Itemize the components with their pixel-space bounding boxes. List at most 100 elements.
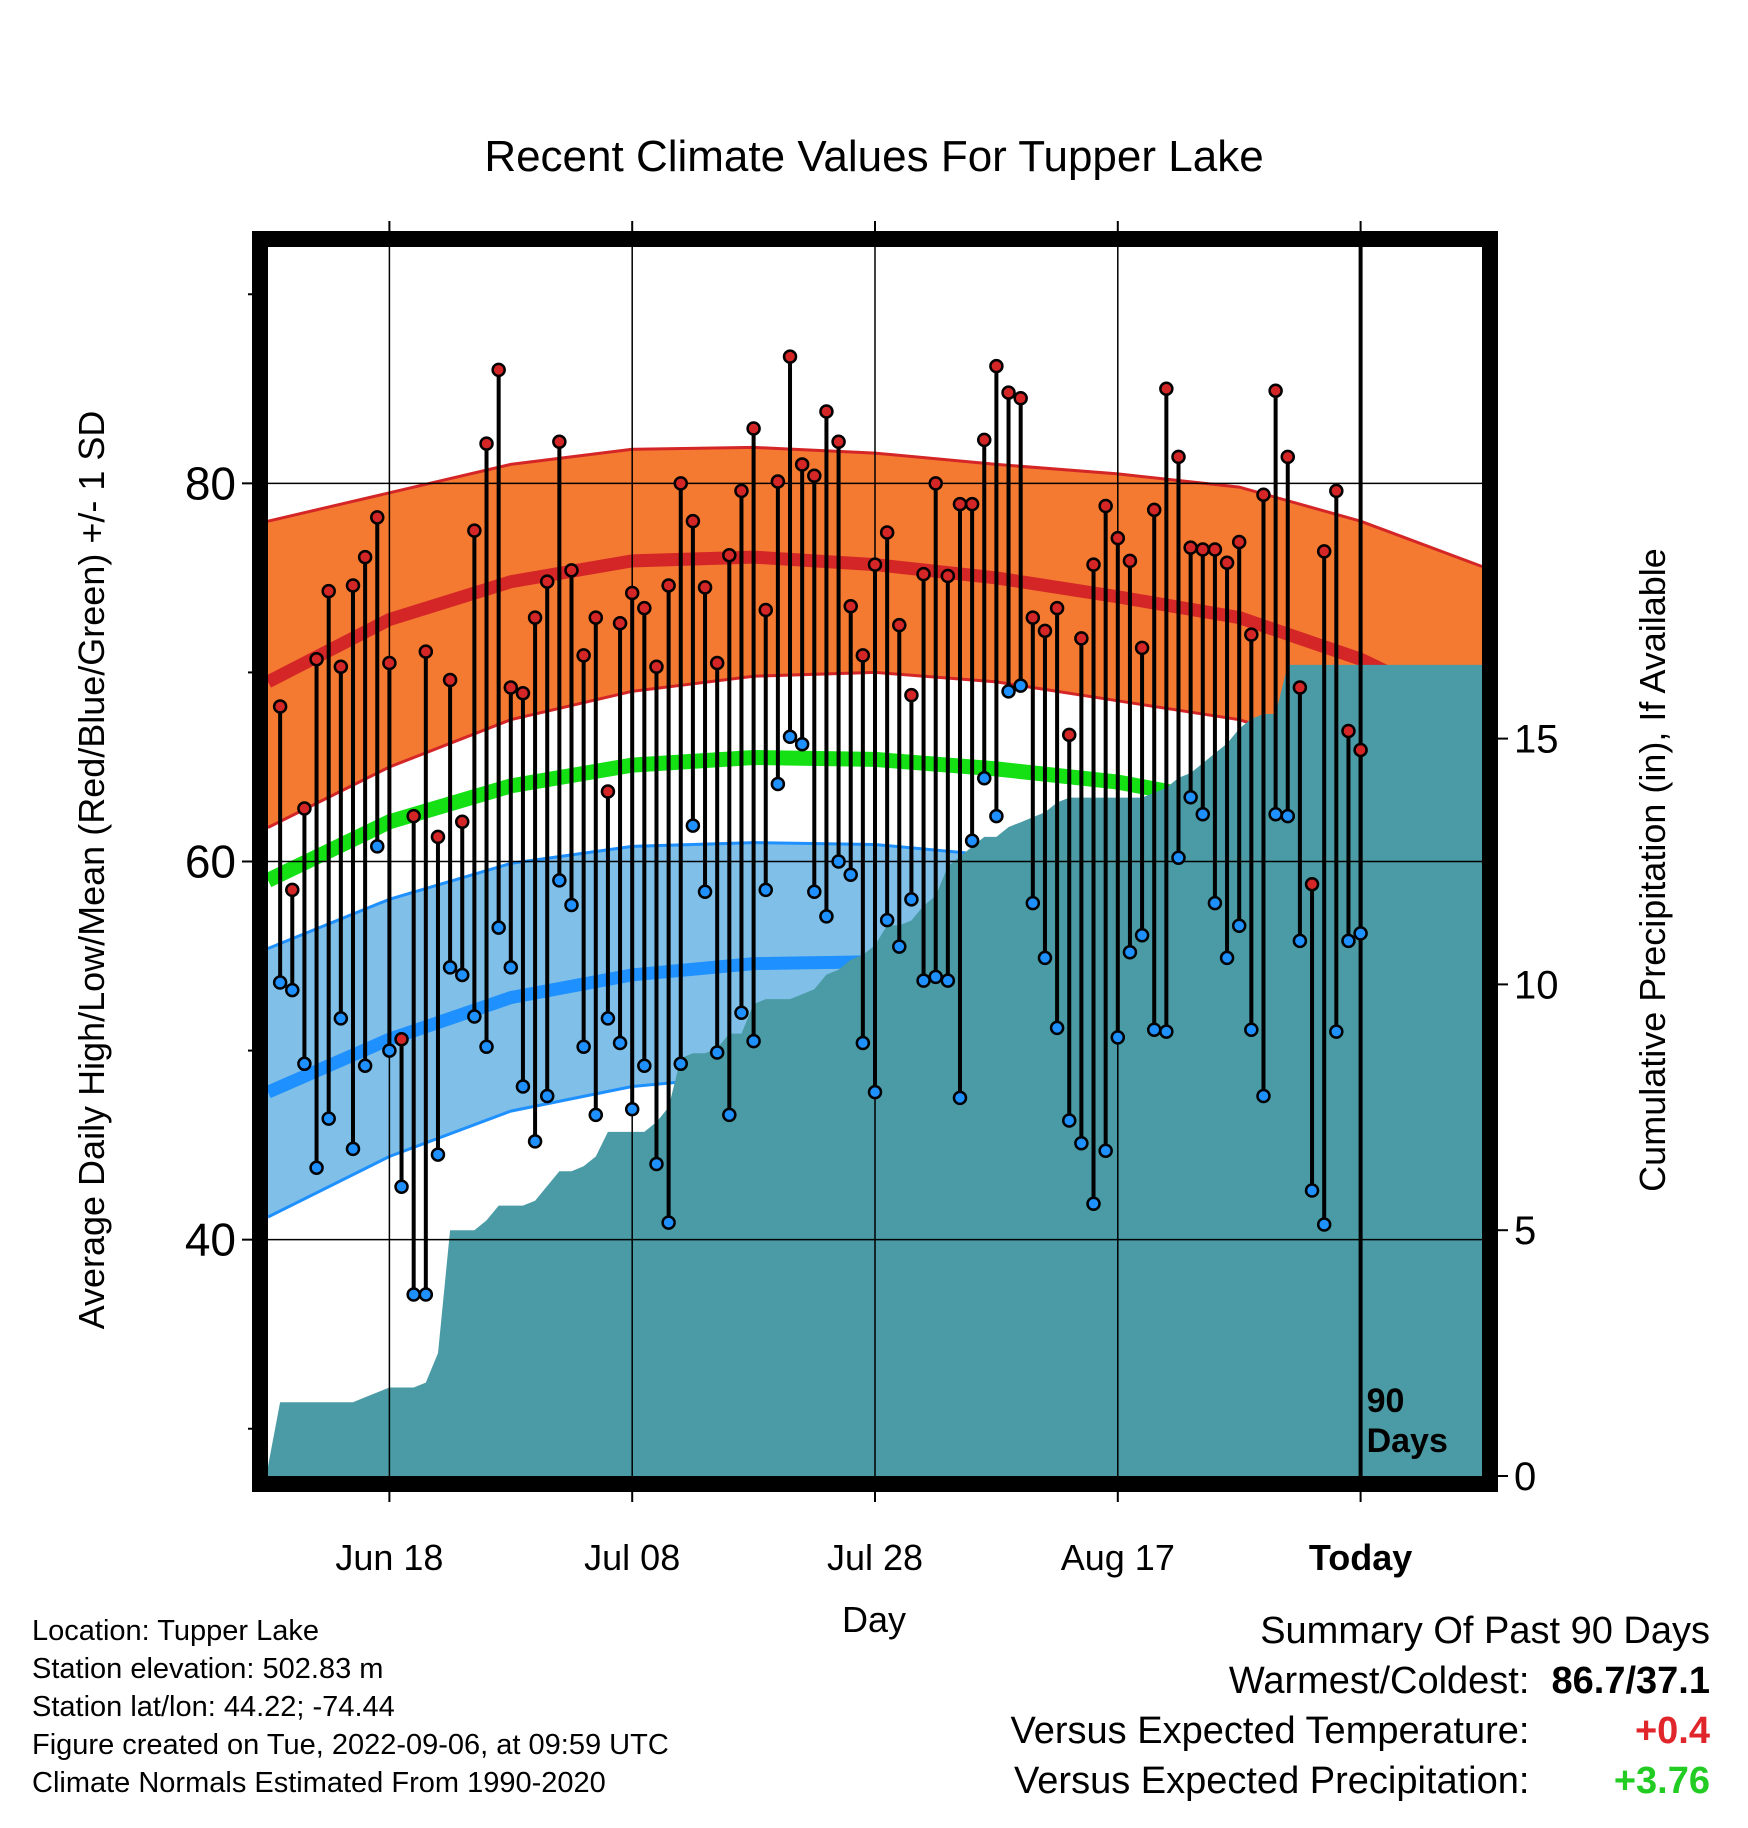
daily-low-point: [479, 1039, 494, 1055]
daily-low-point: [1074, 1135, 1089, 1151]
daily-high-point: [1049, 600, 1065, 616]
daily-low-point: [1098, 1143, 1113, 1159]
daily-high-point: [1098, 498, 1113, 514]
daily-low-point: [1280, 808, 1296, 824]
daily-low-point: [843, 867, 858, 882]
created-text: Figure created on Tue, 2022-09-06, at 09…: [32, 1729, 669, 1761]
daily-high-point: [843, 598, 858, 614]
daily-high-point: [1025, 610, 1041, 625]
daily-low-point: [345, 1141, 361, 1157]
daily-high-point: [1244, 627, 1259, 642]
daily-low-point: [1061, 1113, 1077, 1128]
daily-high-point: [807, 468, 822, 484]
daily-low-point: [1195, 806, 1211, 822]
x-tick-label: Jul 08: [584, 1537, 680, 1578]
daily-high-point: [454, 814, 470, 830]
daily-high-point: [491, 362, 506, 378]
daily-high-point: [1001, 385, 1016, 400]
daily-low-point: [430, 1147, 446, 1162]
daily-high-point: [394, 1031, 409, 1047]
daily-high-point: [1183, 540, 1198, 555]
daily-low-point: [1134, 927, 1150, 943]
daily-low-point: [1231, 918, 1247, 934]
daily-low-point: [940, 973, 956, 988]
daily-high-point: [1292, 680, 1308, 695]
summary-temp: Versus Expected Temperature: +0.4: [1011, 1710, 1710, 1753]
daily-high-point: [770, 474, 786, 489]
summary-heading: Summary Of Past 90 Days: [1260, 1610, 1710, 1652]
daily-high-point: [539, 574, 555, 589]
normals-text: Climate Normals Estimated From 1990-2020: [32, 1767, 606, 1799]
daily-high-point: [1086, 557, 1101, 572]
y-axis-label: Average Daily High/Low/Mean (Red/Blue/Gr…: [71, 411, 112, 1330]
daily-low-point: [370, 839, 385, 854]
daily-high-point: [1207, 542, 1223, 557]
y2-tick-label: 15: [1514, 718, 1559, 762]
daily-low-point: [1219, 950, 1235, 966]
daily-low-point: [722, 1107, 737, 1123]
daily-high-point: [1110, 530, 1126, 546]
daily-low-point: [1049, 1020, 1065, 1036]
daily-high-point: [685, 513, 701, 529]
today-window-label: 90 Days: [1367, 1382, 1448, 1460]
daily-low-point: [394, 1179, 409, 1194]
daily-high-point: [831, 434, 846, 449]
daily-high-point: [649, 659, 664, 675]
daily-low-point: [1341, 933, 1356, 949]
daily-high-point: [370, 510, 385, 525]
daily-low-point: [1122, 945, 1138, 960]
daily-low-point: [1159, 1024, 1174, 1039]
precip-value: +3.76: [1613, 1760, 1710, 1802]
daily-low-point: [782, 729, 798, 744]
daily-high-point: [782, 349, 798, 364]
daily-low-point: [819, 909, 834, 924]
daily-high-point: [515, 685, 531, 701]
daily-low-point: [952, 1090, 968, 1106]
daily-high-point: [321, 583, 336, 599]
daily-high-point: [709, 655, 725, 671]
daily-low-point: [1025, 895, 1041, 911]
daily-low-point: [1146, 1022, 1162, 1038]
daily-high-point: [1304, 876, 1320, 892]
daily-high-point: [867, 557, 883, 572]
daily-high-point: [794, 457, 810, 472]
daily-high-point: [1256, 487, 1271, 502]
daily-high-point: [285, 882, 300, 898]
daily-high-point: [722, 547, 737, 563]
daily-high-point: [1159, 381, 1174, 397]
daily-low-point: [406, 1287, 421, 1302]
daily-low-point: [794, 737, 810, 752]
daily-low-point: [1353, 926, 1368, 941]
daily-high-point: [940, 568, 956, 584]
daily-low-point: [515, 1079, 531, 1094]
daily-low-point: [746, 1033, 761, 1049]
daily-high-point: [1329, 483, 1344, 499]
daily-high-point: [855, 648, 871, 663]
daily-low-point: [649, 1156, 664, 1172]
daily-high-point: [1122, 553, 1138, 569]
warmest-value: 86.7/37.1: [1551, 1660, 1710, 1702]
daily-high-point: [697, 580, 713, 595]
daily-high-point: [1316, 544, 1332, 559]
daily-high-point: [746, 421, 761, 436]
daily-low-point: [1316, 1217, 1332, 1232]
daily-low-point: [879, 912, 895, 928]
daily-low-point: [673, 1056, 689, 1072]
daily-low-point: [527, 1134, 543, 1149]
daily-low-point: [1207, 895, 1223, 911]
daily-low-point: [382, 1043, 397, 1058]
daily-low-point: [904, 892, 919, 907]
daily-low-point: [1110, 1030, 1126, 1045]
y-tick-label: 80: [185, 457, 236, 509]
daily-low-point: [855, 1035, 871, 1051]
daily-low-point: [928, 969, 943, 985]
daily-low-point: [503, 960, 519, 975]
daily-high-point: [989, 358, 1004, 374]
daily-high-point: [430, 829, 446, 845]
daily-low-point: [758, 882, 773, 898]
daily-low-point: [734, 1005, 749, 1021]
daily-high-point: [1280, 449, 1296, 465]
daily-low-point: [491, 920, 506, 935]
daily-low-point: [297, 1056, 312, 1072]
daily-high-point: [661, 578, 676, 593]
